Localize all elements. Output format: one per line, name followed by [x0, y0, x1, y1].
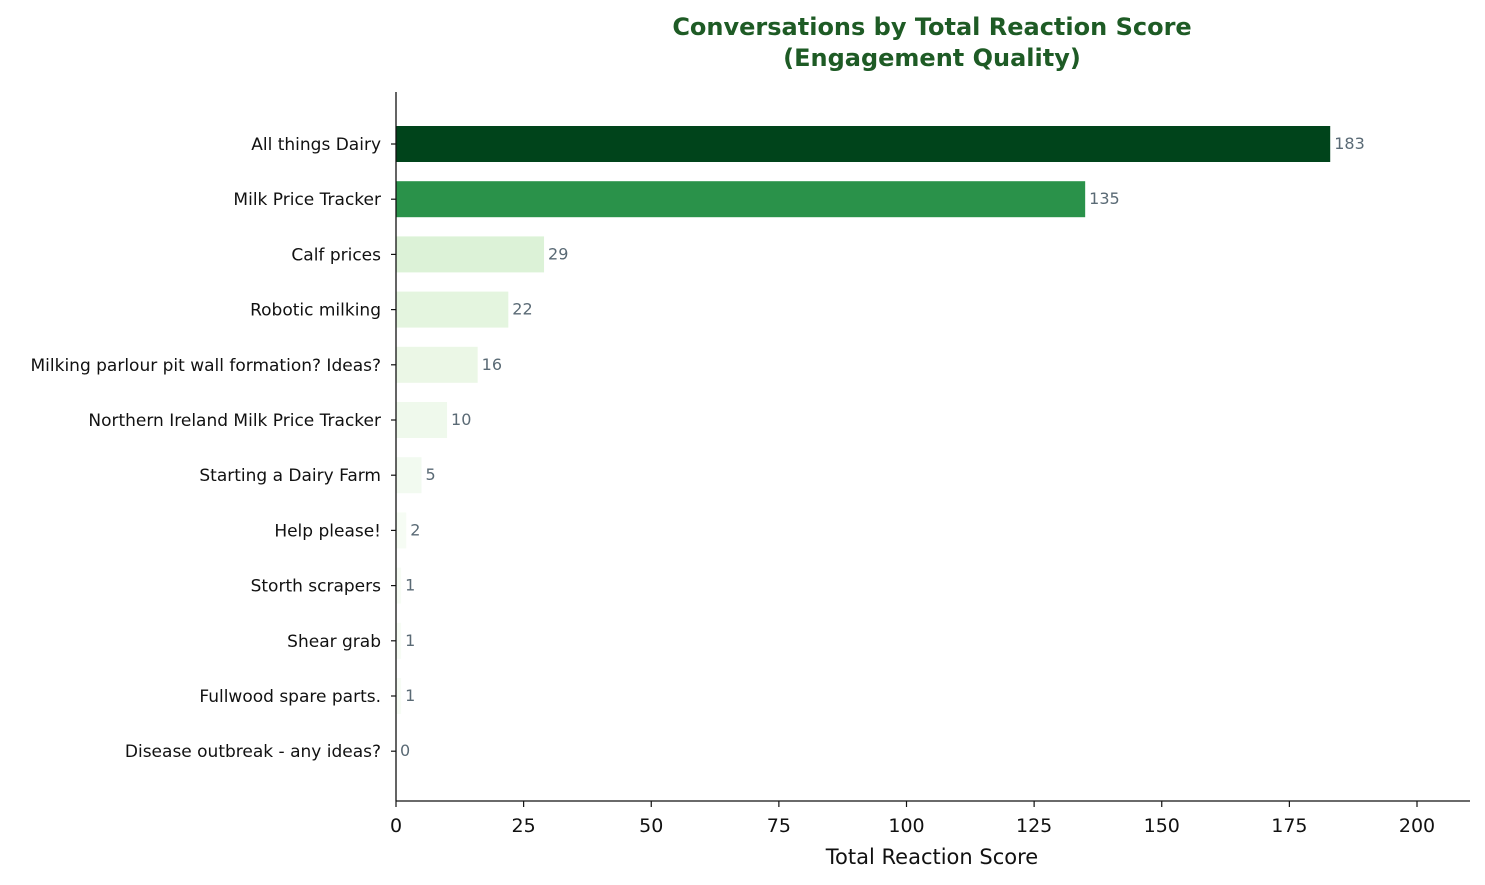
x-tick-label: 75 — [767, 815, 791, 837]
x-tick-label: 0 — [390, 815, 402, 837]
bar — [396, 181, 1086, 218]
value-label: 22 — [512, 300, 532, 319]
bar — [396, 622, 402, 659]
value-label: 183 — [1334, 134, 1365, 153]
category-label: All things Dairy — [251, 135, 381, 155]
x-tick-label: 125 — [1016, 815, 1052, 837]
chart-subtitle: (Engagement Quality) — [783, 44, 1081, 72]
value-label: 0 — [400, 741, 410, 760]
category-label: Calf prices — [291, 245, 381, 265]
bar-group — [396, 126, 1331, 714]
category-label: Starting a Dairy Farm — [199, 466, 381, 486]
value-label: 10 — [451, 410, 471, 429]
category-label: Milking parlour pit wall formation? Idea… — [30, 356, 381, 376]
bar — [396, 236, 545, 273]
x-tick-label: 25 — [512, 815, 536, 837]
x-tick-label: 100 — [888, 815, 924, 837]
value-label: 2 — [410, 520, 420, 539]
value-label: 16 — [482, 355, 502, 374]
bar — [396, 567, 402, 604]
category-label: Milk Price Tracker — [233, 190, 381, 210]
category-labels: All things Dairy Milk Price Tracker Calf p… — [30, 135, 396, 762]
value-label: 1 — [405, 576, 415, 595]
x-axis-ticks: 0 25 50 75 100 125 150 175 200 — [390, 801, 1435, 837]
category-label: Fullwood spare parts. — [199, 687, 381, 707]
bar — [396, 126, 1331, 162]
x-tick-label: 150 — [1144, 815, 1180, 837]
category-label: Help please! — [274, 521, 381, 541]
category-label: Northern Ireland Milk Price Tracker — [88, 411, 381, 431]
category-label: Robotic milking — [250, 301, 381, 321]
bar — [396, 346, 478, 383]
x-axis-title: Total Reaction Score — [825, 845, 1038, 869]
bar — [396, 512, 407, 549]
x-tick-label: 200 — [1399, 815, 1435, 837]
value-label: 1 — [405, 686, 415, 705]
bar — [396, 457, 422, 494]
value-label: 135 — [1089, 189, 1120, 208]
bar — [396, 402, 448, 438]
bar — [396, 291, 509, 328]
bar — [396, 678, 402, 714]
value-label: 1 — [405, 631, 415, 650]
value-label: 29 — [548, 244, 568, 263]
value-label: 5 — [426, 465, 436, 484]
x-tick-label: 50 — [639, 815, 663, 837]
x-tick-label: 175 — [1271, 815, 1307, 837]
category-label: Shear grab — [287, 632, 381, 652]
category-label: Disease outbreak - any ideas? — [125, 742, 381, 762]
category-label: Storth scrapers — [251, 577, 382, 597]
chart-title: Conversations by Total Reaction Score — [672, 13, 1191, 41]
